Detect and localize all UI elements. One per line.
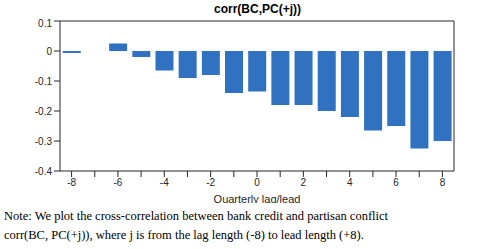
svg-text:4: 4 bbox=[347, 177, 353, 188]
svg-text:-0.2: -0.2 bbox=[35, 106, 53, 117]
svg-text:2: 2 bbox=[301, 177, 307, 188]
svg-text:8: 8 bbox=[440, 177, 446, 188]
svg-text:6: 6 bbox=[393, 177, 399, 188]
svg-text:0.1: 0.1 bbox=[38, 18, 52, 29]
svg-text:-0.3: -0.3 bbox=[35, 136, 53, 147]
html-text:Note: We plot the cross-correl: Note: We plot the cross-correlation betw… bbox=[4, 209, 388, 223]
html-text:corr(BC,PC(+j)): corr(BC,PC(+j)) bbox=[214, 2, 301, 16]
svg-text:-0.1: -0.1 bbox=[35, 76, 53, 87]
svg-text:Quarterly lag/lead: Quarterly lag/lead bbox=[214, 193, 301, 203]
svg-text:-4: -4 bbox=[160, 177, 169, 188]
svg-text:-2: -2 bbox=[206, 177, 215, 188]
html-text:corr(BC, PC(+j)), where j is f: corr(BC, PC(+j)), where j is from the la… bbox=[4, 228, 364, 242]
svg-text:0: 0 bbox=[254, 177, 260, 188]
svg-text:-0.4: -0.4 bbox=[35, 166, 53, 177]
svg-text:-8: -8 bbox=[67, 177, 76, 188]
svg-text:-6: -6 bbox=[113, 177, 122, 188]
svg-text:0: 0 bbox=[46, 46, 52, 57]
